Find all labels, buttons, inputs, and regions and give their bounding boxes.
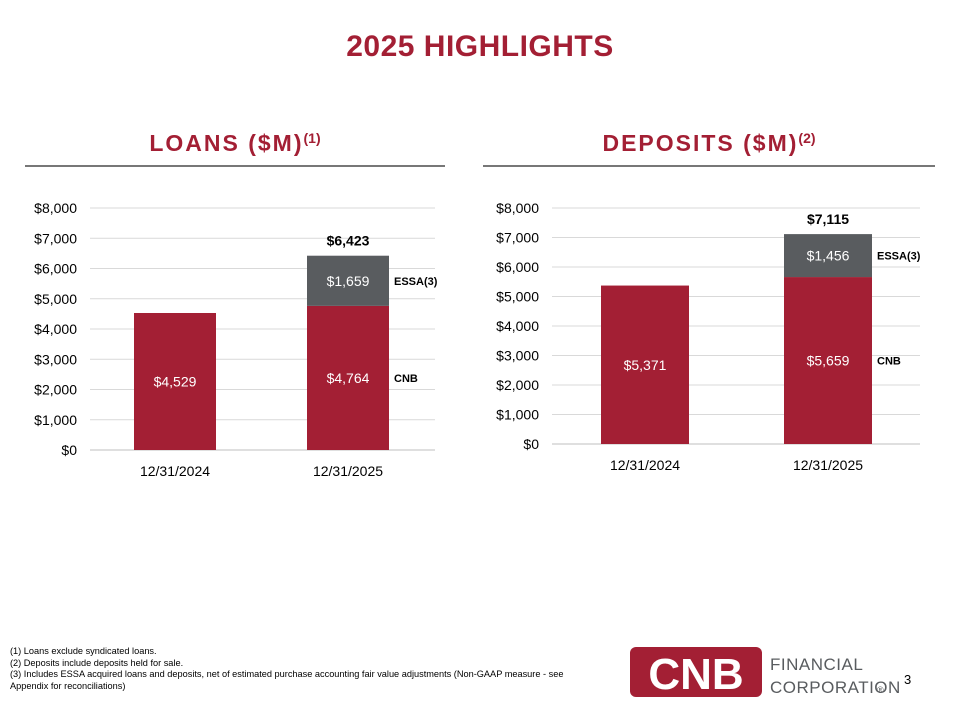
deposits-legend-essa3: ESSA(3)	[877, 251, 921, 263]
loans-y-tick-label: $5,000	[34, 291, 77, 307]
deposits-legend-cnb: CNB	[877, 356, 901, 368]
loans-title-rule	[25, 165, 445, 167]
deposits-y-tick-label: $8,000	[496, 200, 539, 216]
deposits-title-rule	[483, 165, 935, 167]
loans-y-tick-label: $0	[61, 442, 77, 458]
loans-bar-value-label: $1,659	[327, 273, 370, 289]
loans-bar-cnb	[307, 305, 389, 450]
loans-x-tick-label: 12/31/2025	[313, 463, 383, 479]
footnotes: (1) Loans exclude syndicated loans. (2) …	[10, 646, 600, 692]
deposits-bar-cnb	[784, 277, 872, 444]
logo-mark-background	[630, 647, 762, 697]
loans-total-label: $6,423	[327, 233, 370, 249]
deposits-y-tick-label: $3,000	[496, 348, 539, 364]
logo-line-corporation: CORPORATION	[770, 678, 900, 697]
loans-y-tick-label: $1,000	[34, 412, 77, 428]
loans-y-tick-label: $7,000	[34, 230, 77, 246]
loans-x-tick-label: 12/31/2024	[140, 463, 210, 479]
deposits-y-tick-label: $5,000	[496, 289, 539, 305]
deposits-y-tick-label: $6,000	[496, 259, 539, 275]
logo-line-financial: FINANCIAL	[770, 655, 863, 674]
loans-y-tick-label: $6,000	[34, 261, 77, 277]
deposits-y-tick-label: $1,000	[496, 407, 539, 423]
deposits-total-label: $7,115	[807, 211, 849, 227]
deposits-y-tick-label: $2,000	[496, 377, 539, 393]
loans-bar-value-label: $4,764	[327, 370, 370, 386]
deposits-x-tick-label: 12/31/2024	[610, 457, 680, 473]
logo-registered-mark: ®	[877, 685, 884, 695]
loans-bar-cnb	[134, 312, 216, 450]
logo-mark-text: CNB	[648, 650, 743, 699]
loans-legend-essa3: ESSA(3)	[394, 276, 438, 288]
cnb-financial-logo: CNB FINANCIAL CORPORATION ®	[630, 647, 900, 699]
loans-title-footnote: (1)	[303, 130, 321, 146]
footnote-1: (1) Loans exclude syndicated loans.	[10, 646, 157, 656]
deposits-bar-essa3	[784, 234, 872, 278]
deposits-bar-value-label: $1,456	[807, 248, 850, 264]
loans-y-tick-label: $3,000	[34, 351, 77, 367]
deposits-bar-value-label: $5,371	[624, 357, 667, 373]
deposits-chart-title: DEPOSITS ($M)(2)	[483, 130, 935, 157]
deposits-bar-cnb	[601, 285, 689, 444]
slide-title: 2025 HIGHLIGHTS	[346, 30, 614, 63]
loans-y-tick-label: $2,000	[34, 382, 77, 398]
loans-chart-title: LOANS ($M)(1)	[25, 130, 445, 157]
deposits-title-text: DEPOSITS ($M)	[602, 130, 799, 156]
deposits-y-tick-label: $0	[523, 436, 539, 452]
footnote-3: (3) Includes ESSA acquired loans and dep…	[10, 669, 564, 691]
deposits-y-tick-label: $4,000	[496, 318, 539, 334]
loans-y-tick-label: $8,000	[34, 200, 77, 216]
loans-bar-value-label: $4,529	[154, 373, 197, 389]
deposits-y-tick-label: $7,000	[496, 230, 539, 246]
loans-bar-essa3	[307, 255, 389, 306]
deposits-title-footnote: (2)	[798, 130, 816, 146]
deposits-x-tick-label: 12/31/2025	[793, 457, 863, 473]
loans-legend-cnb: CNB	[394, 373, 418, 385]
deposits-bar-value-label: $5,659	[807, 353, 850, 369]
loans-y-tick-label: $4,000	[34, 321, 77, 337]
page-number: 3	[904, 672, 912, 687]
footnote-2: (2) Deposits include deposits held for s…	[10, 657, 184, 668]
loans-title-text: LOANS ($M)	[149, 130, 304, 156]
